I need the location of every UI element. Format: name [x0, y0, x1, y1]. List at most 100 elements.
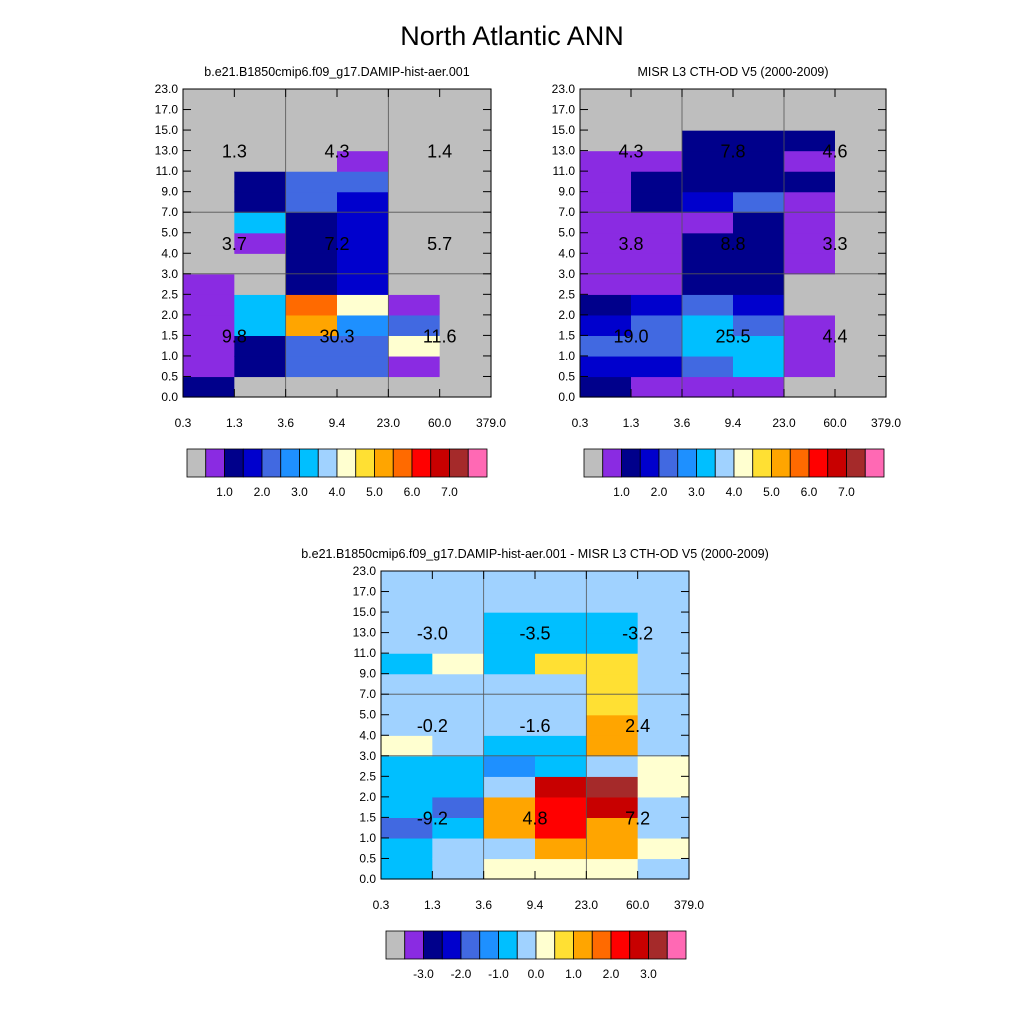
- colorbar-swatch: [355, 448, 375, 478]
- x-tick-label: 60.0: [823, 416, 847, 430]
- heatmap-cell: [784, 191, 836, 213]
- colorbar-label: 1.0: [613, 485, 630, 499]
- heatmap-cell: [381, 653, 433, 675]
- colorbar-swatch: [467, 448, 488, 478]
- heatmap-cell: [285, 171, 338, 193]
- y-tick-label: 0.5: [359, 851, 376, 865]
- colorbar-swatch: [430, 448, 450, 478]
- heatmap-cell: [631, 109, 683, 131]
- heatmap-cell: [381, 714, 433, 736]
- heatmap-cell: [637, 591, 690, 613]
- y-tick-label: 13.0: [353, 626, 377, 640]
- colorbar-swatch: [610, 930, 631, 960]
- colorbar-label: 3.0: [688, 485, 705, 499]
- y-tick-label: 11.0: [156, 164, 179, 178]
- heatmap-cell: [835, 109, 887, 131]
- colorbar-swatch: [299, 448, 319, 478]
- heatmap-cell: [432, 735, 485, 757]
- colorbar-swatch: [449, 448, 469, 478]
- colorbar-swatch: [317, 448, 338, 478]
- x-tick-label: 9.4: [527, 898, 544, 912]
- heatmap-cell: [733, 376, 785, 398]
- heatmap-cell: [535, 796, 587, 818]
- heatmap-cell: [733, 150, 785, 172]
- panel-diff: 0.0 0.5 1.0 1.5 2.0 2.5 3.0 4.0 5.0 7.0 9.0 11.0 13.…: [301, 547, 769, 981]
- colorbar-label: -2.0: [451, 967, 472, 981]
- group-value-label: 4.4: [822, 326, 847, 346]
- heatmap-cell: [439, 314, 492, 336]
- colorbar-label: 1.0: [216, 485, 233, 499]
- heatmap-cell: [439, 150, 492, 172]
- heatmap-cell: [285, 355, 338, 378]
- heatmap-cell: [682, 335, 734, 357]
- heatmap-cell: [631, 376, 683, 398]
- heatmap-cell: [631, 191, 683, 213]
- heatmap-cell: [535, 632, 587, 654]
- heatmap-cell: [580, 355, 632, 378]
- heatmap-cell: [183, 273, 235, 295]
- y-tick-label: 2.0: [558, 308, 575, 322]
- heatmap-cell: [285, 150, 338, 172]
- group-value-label: 3.7: [222, 234, 247, 254]
- heatmap-cell: [183, 130, 235, 152]
- heatmap-cell: [637, 858, 690, 880]
- y-tick-label: 1.5: [161, 328, 178, 342]
- heatmap-cell: [637, 755, 690, 777]
- heatmap-cell: [337, 171, 389, 193]
- heatmap-cell: [580, 109, 632, 131]
- heatmap-cell: [586, 755, 639, 777]
- colorbar-swatch: [385, 930, 406, 960]
- heatmap-cell: [631, 355, 683, 378]
- heatmap-cell: [784, 150, 836, 172]
- group-value-label: -3.5: [519, 624, 550, 644]
- group-value-label: 30.3: [319, 326, 354, 346]
- colorbar-label: 4.0: [329, 485, 346, 499]
- heatmap-cell: [580, 314, 632, 336]
- heatmap-cell: [682, 232, 734, 254]
- heatmap-cell: [432, 796, 485, 818]
- x-tick-label: 3.6: [475, 898, 492, 912]
- heatmap-cell: [637, 817, 690, 839]
- heatmap-cell: [234, 150, 287, 172]
- x-tick-label: 0.3: [175, 416, 192, 430]
- heatmap-cell: [285, 253, 338, 275]
- x-tick-label: 23.0: [772, 416, 796, 430]
- heatmap-cell: [337, 191, 389, 213]
- colorbar-swatch: [554, 930, 574, 960]
- colorbar-label: 6.0: [404, 485, 421, 499]
- panel-title: b.e21.B1850cmip6.f09_g17.DAMIP-hist-aer.…: [204, 65, 469, 79]
- heatmap-cell: [784, 376, 836, 398]
- heatmap-cell: [183, 314, 235, 336]
- colorbar-swatch: [261, 448, 282, 478]
- heatmap-cell: [682, 355, 734, 378]
- heatmap-cell: [439, 253, 492, 275]
- heatmap-cell: [535, 694, 587, 716]
- heatmap-cell: [631, 232, 683, 254]
- x-tick-label: 379.0: [476, 416, 506, 430]
- colorbar-swatch: [733, 448, 754, 478]
- group-value-label: -0.2: [417, 716, 448, 736]
- colorbar-swatch: [771, 448, 791, 478]
- heatmap-cell: [381, 571, 433, 593]
- heatmap-cell: [835, 171, 887, 193]
- heatmap-cell: [637, 653, 690, 675]
- y-tick-label: 1.0: [161, 349, 178, 363]
- heatmap-cell: [439, 232, 492, 254]
- heatmap-cell: [388, 150, 441, 172]
- colorbar-swatch: [498, 930, 518, 960]
- heatmap-cell: [439, 191, 492, 213]
- heatmap-cell: [580, 130, 632, 152]
- heatmap-cell: [234, 130, 287, 152]
- heatmap-cell: [631, 314, 683, 336]
- panel-obs: 0.0 0.5 1.0 1.5 2.0 2.5 3.0 4.0 5.0 7.0 9.0 11.0 13.…: [552, 65, 902, 499]
- heatmap-cell: [439, 355, 492, 378]
- y-tick-label: 3.0: [359, 749, 376, 763]
- colorbar-label: 7.0: [838, 485, 855, 499]
- y-tick-label: 0.0: [161, 390, 178, 404]
- heatmap-cell: [535, 776, 587, 798]
- y-tick-label: 17.0: [353, 585, 377, 599]
- heatmap-cell: [631, 294, 683, 316]
- heatmap-cell: [835, 150, 887, 172]
- y-tick-label: 15.0: [353, 605, 377, 619]
- heatmap-cell: [784, 89, 836, 111]
